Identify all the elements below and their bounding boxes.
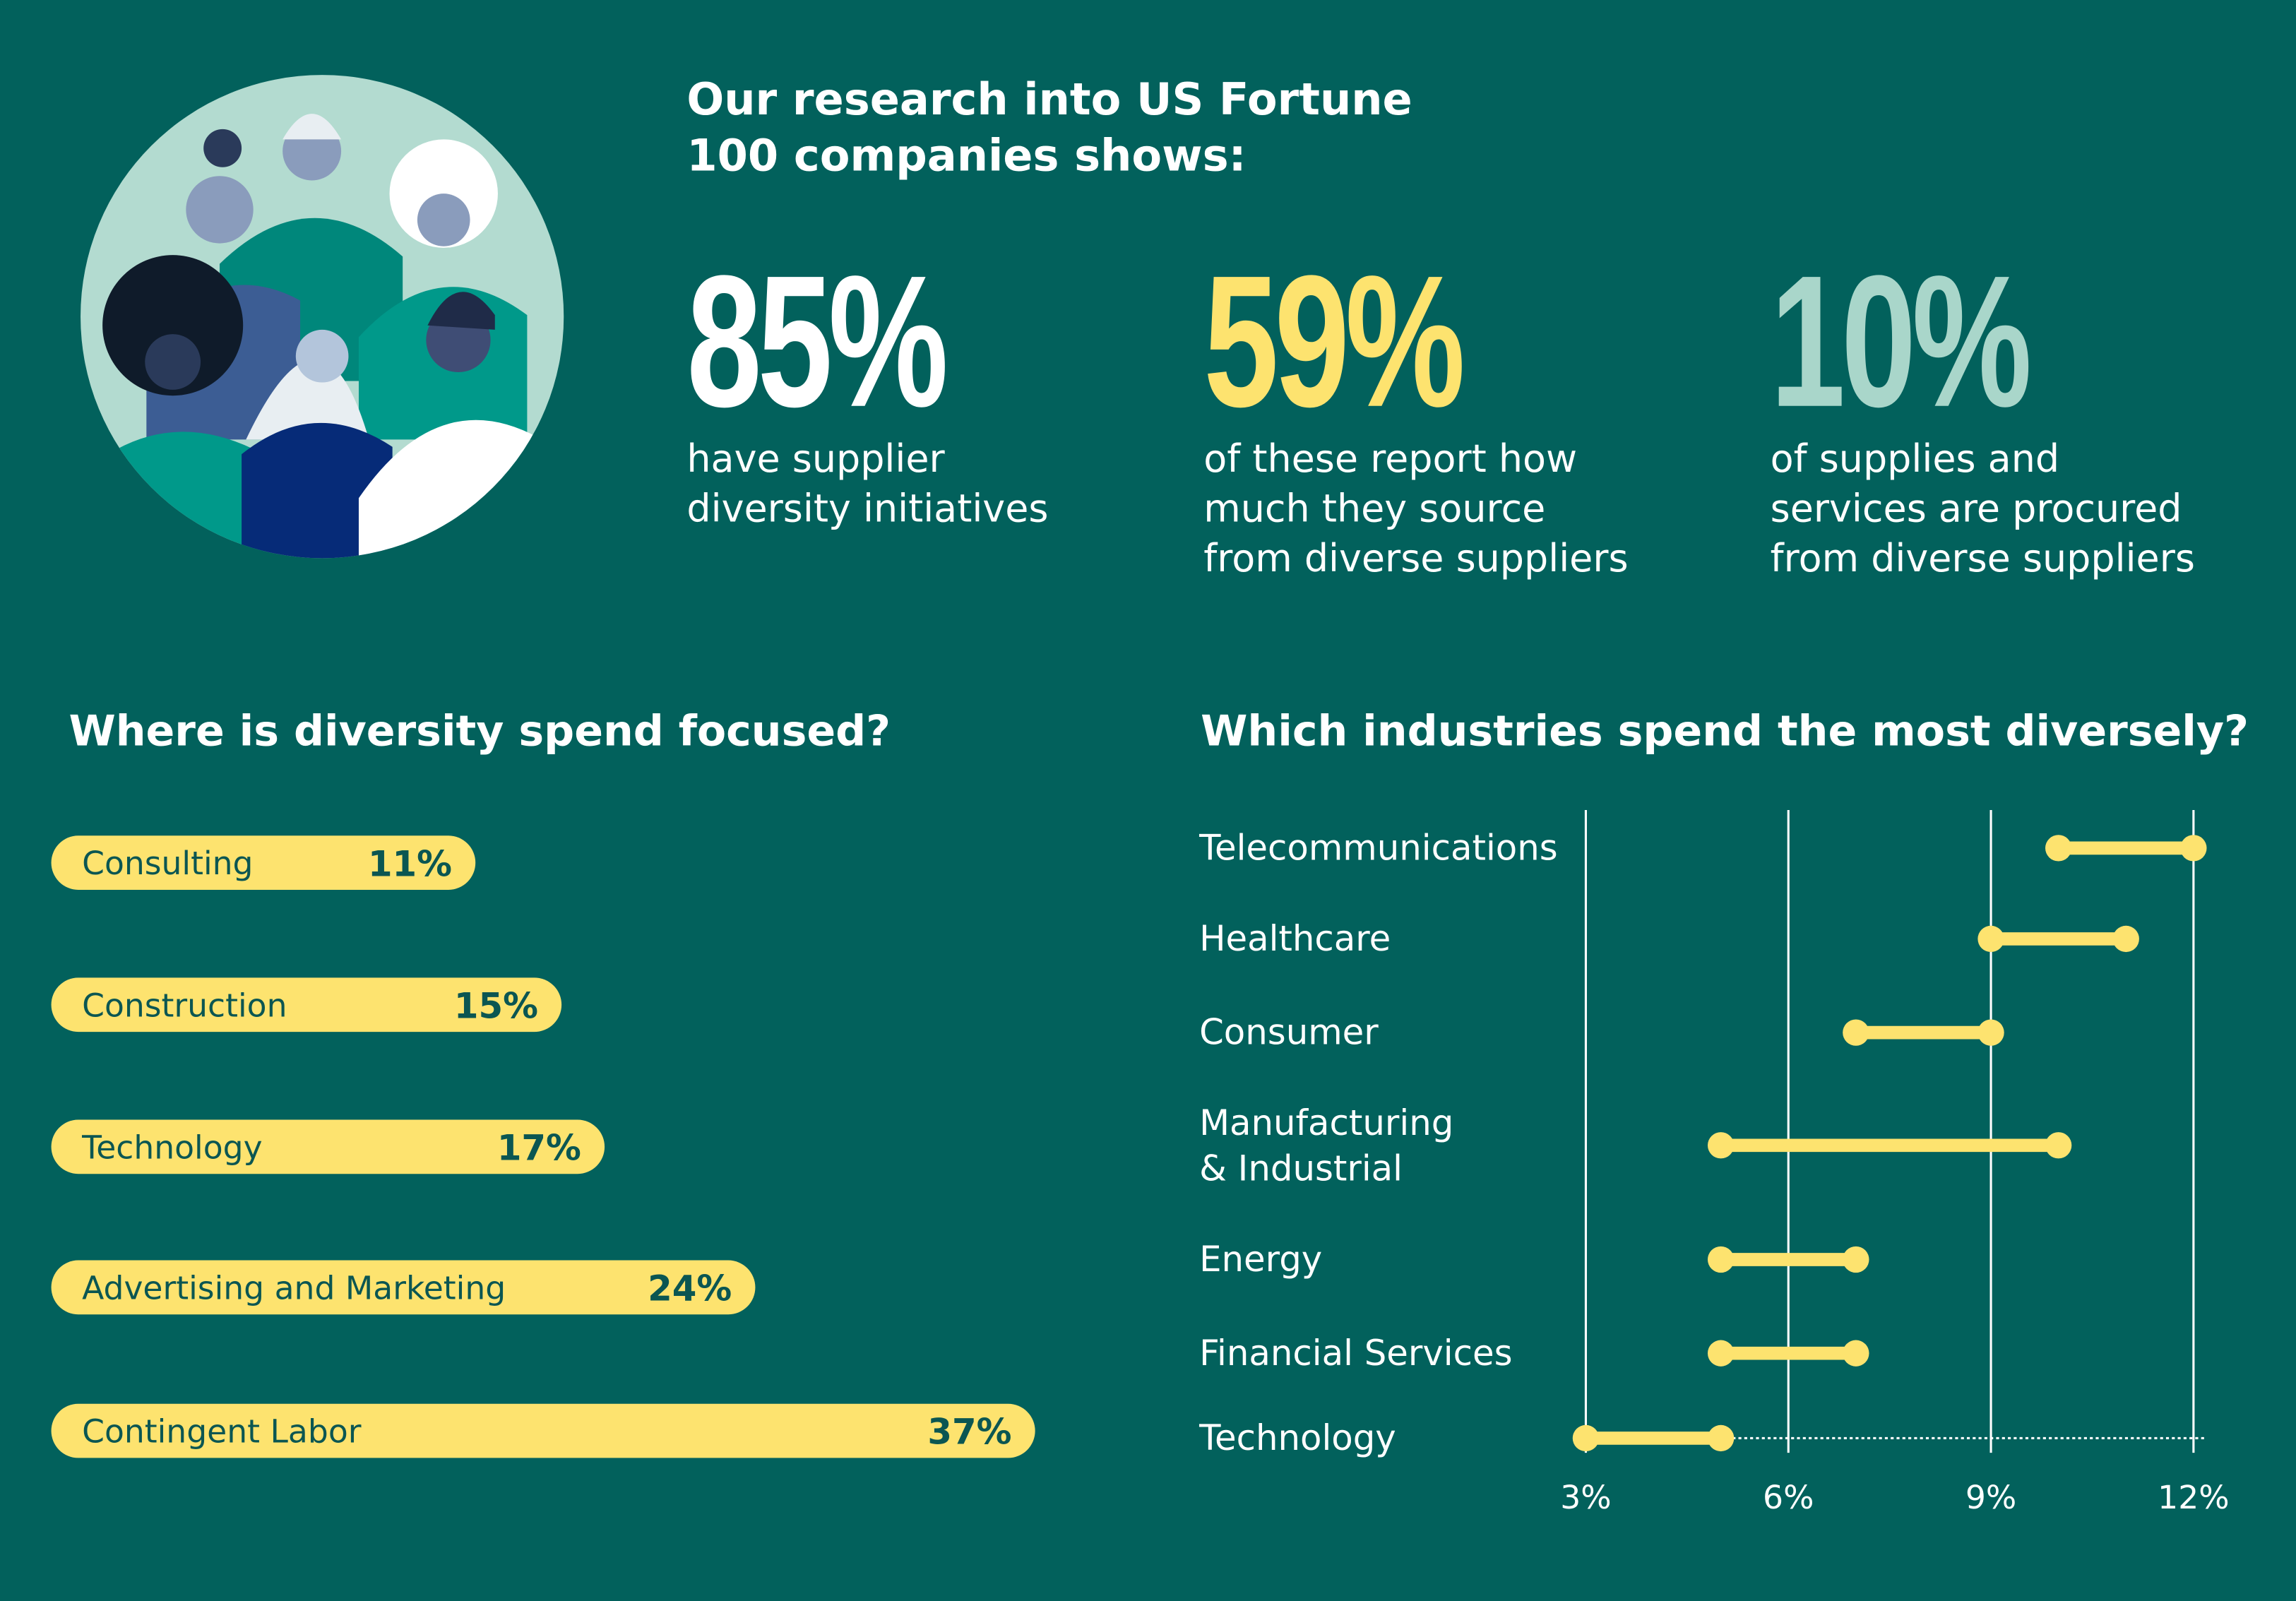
- category-label: Healthcare: [1199, 918, 1391, 959]
- low-dot: [1572, 1424, 1600, 1452]
- high-dot: [2112, 925, 2139, 953]
- high-dot: [1843, 1246, 1869, 1273]
- category-label: Technology: [1198, 1417, 1396, 1458]
- high-dot: [1707, 1424, 1735, 1452]
- bar-label: Contingent Labor: [82, 1413, 362, 1451]
- value-label: 15%: [454, 985, 538, 1026]
- category-label: Energy: [1199, 1239, 1322, 1280]
- bar-label: Construction: [82, 987, 287, 1024]
- low-dot: [1977, 925, 2004, 953]
- value-label: 37%: [927, 1412, 1011, 1453]
- high-dot: [2180, 835, 2207, 862]
- high-dot: [1843, 1340, 1869, 1367]
- stat-value: 10%: [1771, 237, 2029, 446]
- category-label: Telecommunications: [1198, 827, 1558, 868]
- value-label: 11%: [368, 843, 452, 884]
- high-dot: [1977, 1019, 2004, 1046]
- stats: 85%have supplier diversity initiatives 59%…: [686, 237, 2195, 581]
- x-tick-label: 9%: [1965, 1479, 2016, 1516]
- stat-value: 85%: [686, 237, 945, 446]
- low-dot: [1707, 1132, 1735, 1159]
- bar-label: Consulting: [82, 845, 253, 882]
- bar-label: Advertising and Marketing: [82, 1269, 506, 1307]
- x-tick-label: 12%: [2158, 1479, 2229, 1516]
- high-dot: [2045, 1132, 2072, 1159]
- bar: [51, 835, 476, 890]
- low-dot: [1843, 1019, 1869, 1046]
- chart-title: Where is diversity spend focused?: [69, 707, 891, 756]
- stat-text: of these report how much they source from …: [1203, 436, 1628, 581]
- value-label: 24%: [648, 1268, 732, 1309]
- x-tick-label: 6%: [1763, 1479, 1814, 1516]
- category-label: Consumer: [1199, 1012, 1379, 1053]
- bar-label: Technology: [81, 1129, 262, 1166]
- header-title: Our research into US Fortune 100 companie…: [686, 73, 1412, 181]
- stat-value: 59%: [1203, 237, 1462, 446]
- bar: [51, 1260, 756, 1315]
- bar: [51, 977, 562, 1032]
- stat-text: of supplies and services are procured from…: [1771, 436, 2195, 581]
- low-dot: [1707, 1340, 1735, 1367]
- low-dot: [1707, 1246, 1735, 1273]
- bar: [51, 1119, 605, 1174]
- low-dot: [2045, 835, 2072, 862]
- charts: Where is diversity spend focused? Consult…: [51, 707, 2249, 1516]
- category-label: Manufacturing & Industrial: [1199, 1102, 1453, 1189]
- category-label: Financial Services: [1199, 1333, 1512, 1374]
- stat-text: have supplier diversity initiatives: [686, 436, 1048, 530]
- x-tick-label: 3%: [1560, 1479, 1611, 1516]
- chart-title: Which industries spend the most diversel…: [1201, 707, 2249, 756]
- value-label: 17%: [497, 1128, 581, 1169]
- bar: [51, 1403, 1035, 1458]
